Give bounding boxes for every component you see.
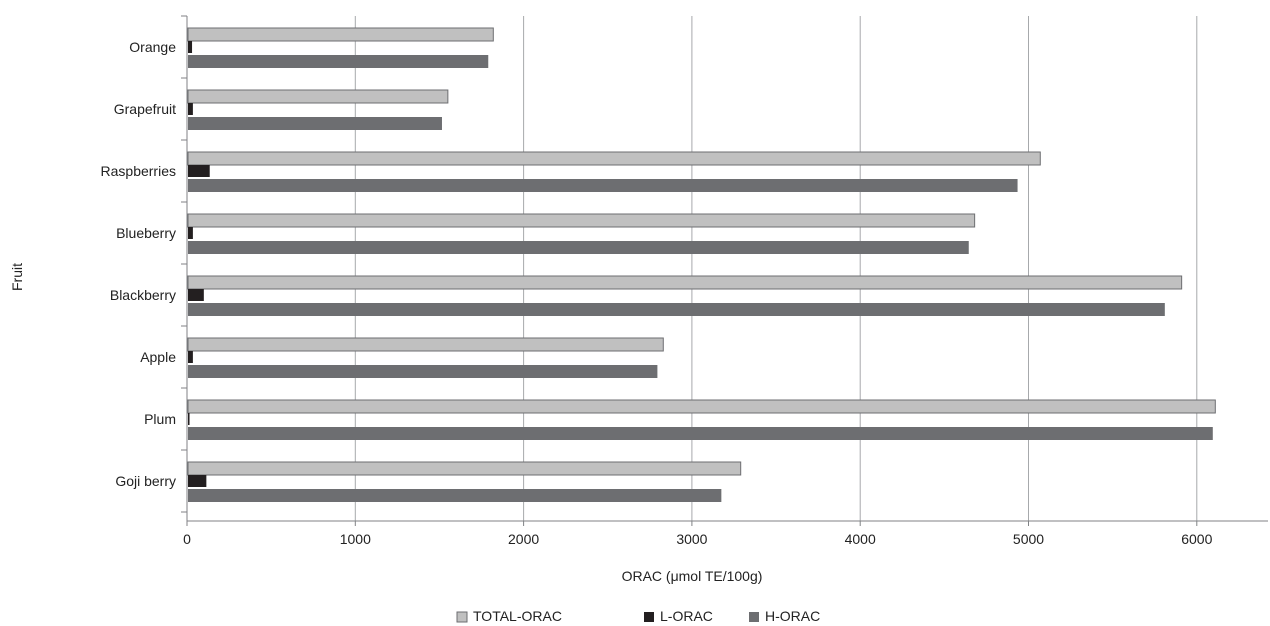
x-tick-label: 5000 <box>1013 531 1044 547</box>
category-label: Orange <box>129 39 176 55</box>
bar-l-orac <box>188 475 207 487</box>
bar-h-orac <box>188 179 1018 192</box>
bars <box>187 27 1216 502</box>
legend-label: H-ORAC <box>765 608 820 624</box>
bar-l-orac <box>188 227 193 239</box>
bar-l-orac <box>188 41 193 53</box>
category-label: Goji berry <box>115 473 176 489</box>
bar-h-orac <box>188 365 658 378</box>
x-tick-label: 6000 <box>1181 531 1212 547</box>
bar-h-orac <box>188 303 1165 316</box>
y-axis-title: Fruit <box>9 263 25 291</box>
bar-total-orac <box>187 337 664 352</box>
legend-swatch <box>456 611 468 623</box>
bar-h-orac <box>188 427 1213 440</box>
legend-label: L-ORAC <box>660 608 713 624</box>
x-tick-label: 2000 <box>508 531 539 547</box>
bar-total-orac <box>187 461 742 476</box>
tick-labels: 0 1000 2000 3000 4000 5000 6000 <box>183 531 1212 547</box>
bar-total-orac <box>187 399 1216 414</box>
bar-total-orac <box>187 275 1183 290</box>
x-tick-label: 0 <box>183 531 191 547</box>
legend: TOTAL-ORAC L-ORAC H-ORAC <box>456 608 820 624</box>
gridlines <box>354 16 1198 521</box>
x-axis-title: ORAC (μmol TE/100g) <box>622 568 763 584</box>
bar-h-orac <box>188 489 722 502</box>
category-label: Raspberries <box>101 163 176 179</box>
bar-total-orac <box>187 213 976 228</box>
bar-total-orac <box>187 27 494 42</box>
category-labels: Orange Grapefruit Raspberries Blueberry Blac… <box>101 39 177 489</box>
category-label: Grapefruit <box>114 101 176 117</box>
legend-swatch <box>749 612 759 622</box>
bar-l-orac <box>188 413 190 425</box>
bar-l-orac <box>188 103 193 115</box>
x-tick-label: 3000 <box>676 531 707 547</box>
legend-label: TOTAL-ORAC <box>473 608 562 624</box>
axes <box>181 15 1268 526</box>
category-label: Apple <box>140 349 176 365</box>
bar-total-orac <box>187 89 449 104</box>
bar-h-orac <box>188 117 442 130</box>
bar-h-orac <box>188 55 489 68</box>
bar-l-orac <box>188 351 193 363</box>
x-tick-label: 1000 <box>340 531 371 547</box>
x-tick-label: 4000 <box>845 531 876 547</box>
bar-l-orac <box>188 289 204 301</box>
bar-l-orac <box>188 165 210 177</box>
legend-swatch <box>644 612 654 622</box>
bar-h-orac <box>188 241 969 254</box>
category-label: Plum <box>144 411 176 427</box>
bar-total-orac <box>187 151 1041 166</box>
category-label: Blueberry <box>116 225 176 241</box>
category-label: Blackberry <box>110 287 176 303</box>
